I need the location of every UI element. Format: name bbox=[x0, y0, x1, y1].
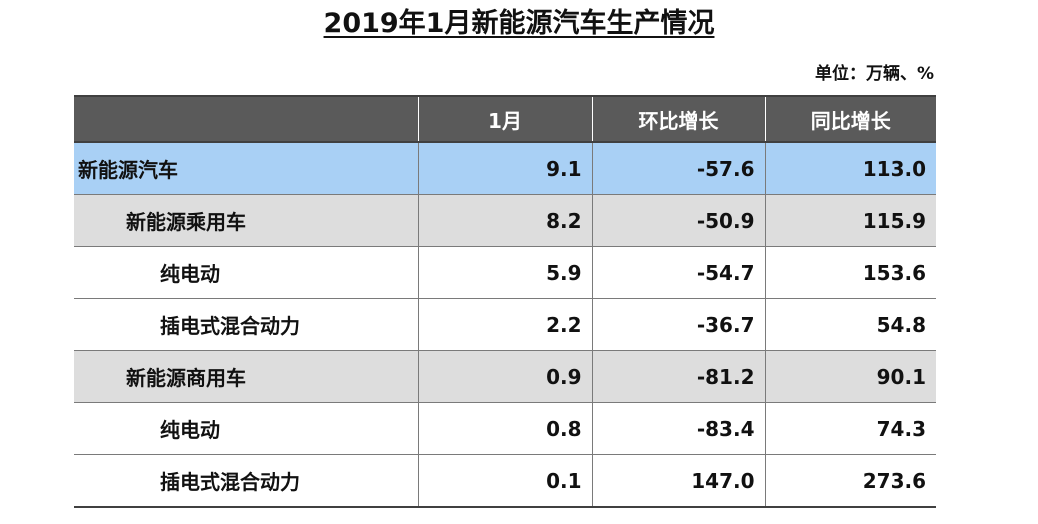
table-row-passenger-bev: 纯电动 5.9 -54.7 153.6 bbox=[74, 246, 936, 299]
table-row-passenger: 新能源乘用车 8.2 -50.9 115.9 bbox=[74, 194, 936, 247]
cell-yoy-growth: 90.1 bbox=[764, 350, 936, 403]
cell-mom-growth: -54.7 bbox=[591, 246, 765, 299]
cell-mom-growth: -36.7 bbox=[591, 298, 765, 351]
table-header-row: 1月 环比增长 同比增长 bbox=[74, 95, 936, 143]
cell-yoy-growth: 273.6 bbox=[764, 454, 936, 508]
page-title: 2019年1月新能源汽车生产情况 bbox=[0, 6, 1038, 42]
cell-january: 0.1 bbox=[417, 454, 592, 508]
table-row-commercial-bev: 纯电动 0.8 -83.4 74.3 bbox=[74, 402, 936, 455]
cell-january: 5.9 bbox=[417, 246, 592, 299]
cell-yoy-growth: 74.3 bbox=[764, 402, 936, 455]
table-row-passenger-phev: 插电式混合动力 2.2 -36.7 54.8 bbox=[74, 298, 936, 351]
production-table: 1月 环比增长 同比增长 新能源汽车 9.1 -57.6 113.0 新能源乘用… bbox=[74, 95, 936, 508]
table-row-commercial: 新能源商用车 0.9 -81.2 90.1 bbox=[74, 350, 936, 403]
cell-yoy-growth: 54.8 bbox=[764, 298, 936, 351]
header-category bbox=[74, 95, 418, 143]
cell-mom-growth: -57.6 bbox=[591, 142, 765, 195]
cell-yoy-growth: 115.9 bbox=[764, 194, 936, 247]
cell-mom-growth: 147.0 bbox=[591, 454, 765, 508]
header-mom-growth: 环比增长 bbox=[591, 95, 765, 143]
cell-yoy-growth: 153.6 bbox=[764, 246, 936, 299]
cell-january: 8.2 bbox=[417, 194, 592, 247]
cell-mom-growth: -81.2 bbox=[591, 350, 765, 403]
cell-mom-growth: -83.4 bbox=[591, 402, 765, 455]
header-january: 1月 bbox=[417, 95, 592, 143]
cell-january: 9.1 bbox=[417, 142, 592, 195]
cell-yoy-growth: 113.0 bbox=[764, 142, 936, 195]
row-label: 插电式混合动力 bbox=[74, 298, 418, 351]
cell-january: 0.9 bbox=[417, 350, 592, 403]
row-label: 新能源汽车 bbox=[74, 142, 418, 195]
unit-label: 单位：万辆、% bbox=[814, 64, 934, 84]
row-label: 纯电动 bbox=[74, 246, 418, 299]
title-text: 2019年1月新能源汽车生产情况 bbox=[323, 8, 715, 39]
table-row-nev-total: 新能源汽车 9.1 -57.6 113.0 bbox=[74, 142, 936, 195]
row-label: 新能源乘用车 bbox=[74, 194, 418, 247]
table-row-commercial-phev: 插电式混合动力 0.1 147.0 273.6 bbox=[74, 454, 936, 508]
header-yoy-growth: 同比增长 bbox=[764, 95, 936, 143]
row-label: 新能源商用车 bbox=[74, 350, 418, 403]
row-label: 插电式混合动力 bbox=[74, 454, 418, 508]
cell-january: 2.2 bbox=[417, 298, 592, 351]
row-label: 纯电动 bbox=[74, 402, 418, 455]
cell-mom-growth: -50.9 bbox=[591, 194, 765, 247]
cell-january: 0.8 bbox=[417, 402, 592, 455]
